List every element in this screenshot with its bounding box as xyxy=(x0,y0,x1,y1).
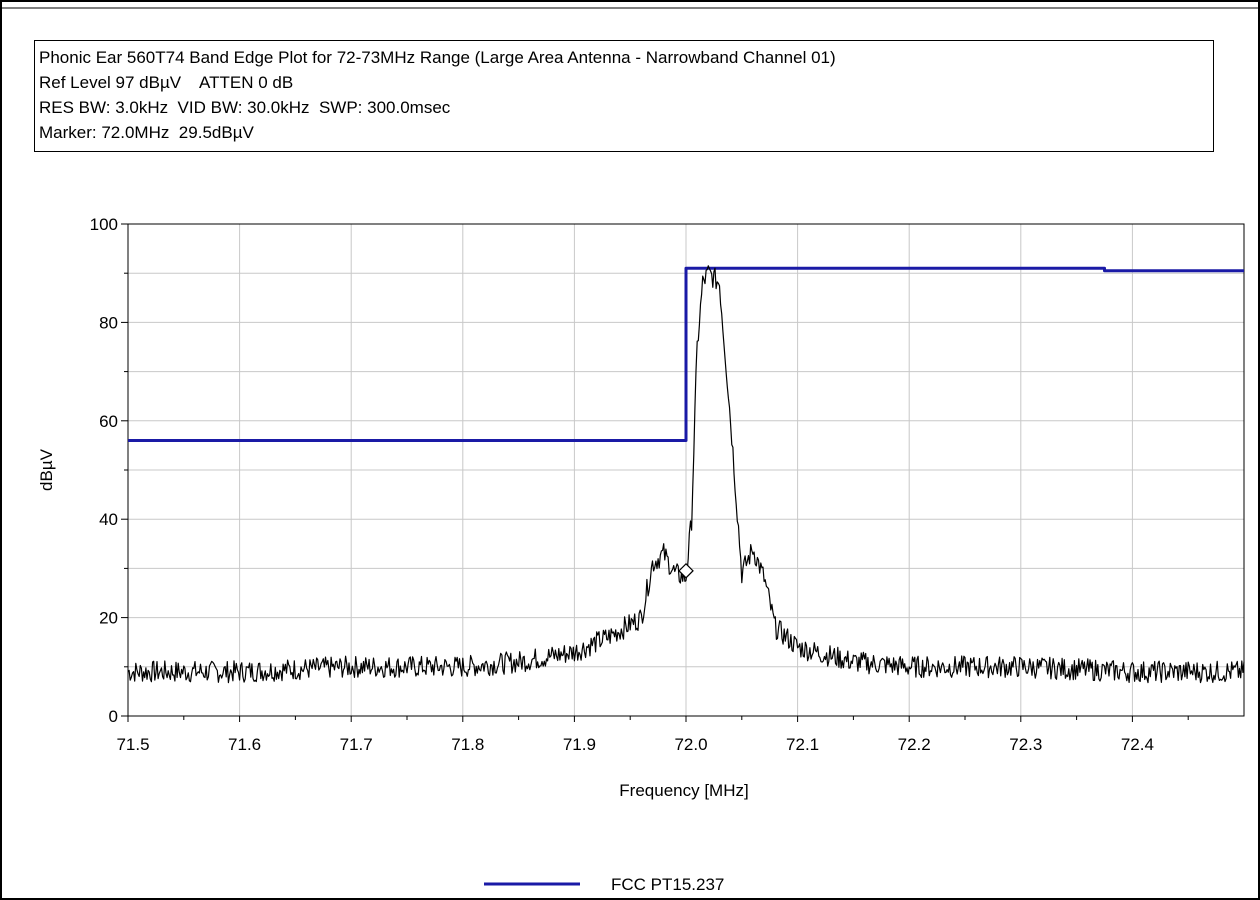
legend-label-fcc: FCC PT15.237 xyxy=(611,875,724,894)
y-axis-label: dBµV xyxy=(37,448,56,491)
y-tick-label: 100 xyxy=(90,215,118,234)
y-tick-label: 20 xyxy=(99,609,118,628)
bandwidth-line: RES BW: 3.0kHz VID BW: 30.0kHz SWP: 300.… xyxy=(39,98,451,117)
ref-level-line: Ref Level 97 dBµV ATTEN 0 dB xyxy=(39,73,294,92)
legend: FCC PT15.237 xyxy=(484,875,724,894)
y-tick-label: 60 xyxy=(99,412,118,431)
fcc-limit-line xyxy=(128,266,1244,442)
marker-diamond xyxy=(678,563,694,579)
series xyxy=(127,265,1245,684)
x-axis-label: Frequency [MHz] xyxy=(619,781,748,800)
x-tick-label: 72.2 xyxy=(898,735,931,754)
axes: dBµV Frequency [MHz] 0 20 40 60 80 100 71.5 71.… xyxy=(37,215,1245,800)
x-tick-label: 72.4 xyxy=(1121,735,1154,754)
measurement-info-box: Phonic Ear 560T74 Band Edge Plot for 72-… xyxy=(34,40,1214,152)
y-tick-label: 80 xyxy=(99,313,118,332)
marker-line: Marker: 72.0MHz 29.5dBµV xyxy=(39,123,254,142)
x-tick-label: 71.8 xyxy=(451,735,484,754)
y-tick-label: 0 xyxy=(109,707,118,726)
y-tick-label: 40 xyxy=(99,510,118,529)
x-tick-label: 72.1 xyxy=(786,735,819,754)
x-tick-label: 71.7 xyxy=(340,735,373,754)
measured-trace xyxy=(127,265,1245,684)
x-tick-label: 71.9 xyxy=(563,735,596,754)
x-tick-label: 72.0 xyxy=(674,735,707,754)
x-tick-label: 71.6 xyxy=(228,735,261,754)
x-tick-label: 71.5 xyxy=(116,735,149,754)
x-tick-label: 72.3 xyxy=(1009,735,1042,754)
plot-title: Phonic Ear 560T74 Band Edge Plot for 72-… xyxy=(39,48,836,67)
